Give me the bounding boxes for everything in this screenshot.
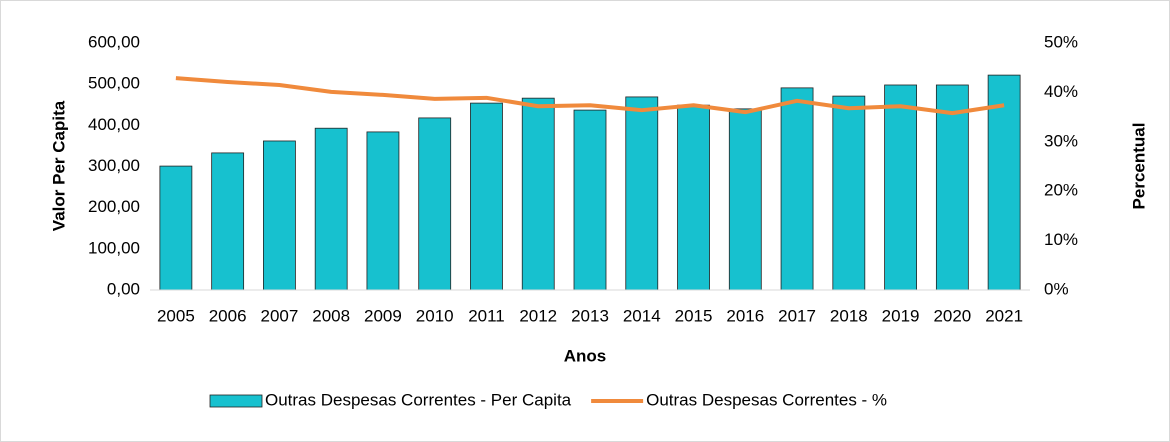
y2-tick-label: 30%: [1044, 131, 1078, 150]
x-tick-label: 2012: [519, 306, 557, 325]
y2-tick-label: 40%: [1044, 82, 1078, 101]
bar: [625, 96, 659, 291]
x-tick-label: 2008: [312, 306, 350, 325]
bar: [987, 74, 1021, 291]
bar: [263, 140, 296, 291]
x-tick-label: 2014: [623, 306, 661, 325]
y-axis-title: Valor Per Capita: [49, 100, 68, 231]
bar: [521, 97, 555, 291]
y2-tick-label: 0%: [1044, 279, 1069, 298]
bar: [366, 131, 400, 291]
x-tick-label: 2007: [260, 306, 298, 325]
bar: [677, 104, 710, 291]
x-tick-label: 2013: [571, 306, 609, 325]
y-tick-label: 500,00: [88, 74, 140, 93]
x-tick-label: 2010: [416, 306, 454, 325]
y-tick-label: 0,00: [107, 279, 140, 298]
x-tick-label: 2017: [778, 306, 816, 325]
y-tick-label: 300,00: [88, 156, 140, 175]
y-tick-label: 600,00: [88, 32, 140, 51]
bar: [211, 152, 245, 291]
bar: [573, 109, 607, 291]
y2-axis-title: Percentual: [1129, 123, 1148, 210]
bar: [470, 102, 503, 291]
y-tick-label: 400,00: [88, 115, 140, 134]
legend-label: Outras Despesas Correntes - %: [646, 390, 887, 409]
x-tick-label: 2009: [364, 306, 402, 325]
x-tick-label: 2006: [209, 306, 247, 325]
y2-tick-label: 10%: [1044, 230, 1078, 249]
x-tick-label: 2011: [468, 306, 505, 325]
bar: [935, 84, 969, 291]
bar: [728, 108, 762, 291]
y-tick-label: 100,00: [88, 238, 140, 257]
x-tick-label: 2015: [675, 306, 713, 325]
x-tick-label: 2020: [933, 306, 971, 325]
x-tick-label: 2005: [157, 306, 195, 325]
x-axis-title: Anos: [564, 346, 607, 365]
legend-label: Outras Despesas Correntes - Per Capita: [265, 390, 572, 409]
bar: [780, 87, 814, 291]
y2-tick-label: 20%: [1044, 181, 1078, 200]
x-tick-label: 2018: [830, 306, 868, 325]
y2-tick-label: 50%: [1044, 32, 1078, 51]
bar: [314, 127, 348, 291]
legend-swatch: [209, 394, 263, 408]
bar: [884, 84, 917, 291]
line: [175, 76, 1005, 116]
x-tick-label: 2021: [985, 306, 1023, 325]
x-tick-label: 2019: [882, 306, 920, 325]
x-tick-label: 2016: [726, 306, 764, 325]
bar: [418, 117, 452, 291]
bar: [159, 165, 193, 291]
y-tick-label: 200,00: [88, 197, 140, 216]
bar: [832, 95, 866, 291]
